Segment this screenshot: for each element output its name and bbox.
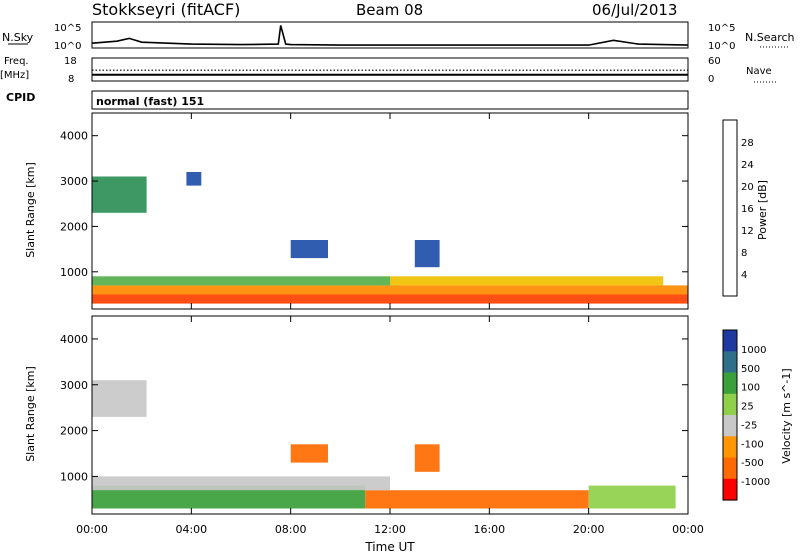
power-region-7 (186, 172, 202, 186)
velocity-region-2 (588, 485, 676, 509)
power-ytick-label-0: 1000 (60, 266, 88, 279)
velocity-ylabel: Slant Range [km] (24, 366, 37, 462)
velocity-colorbar-cell-2 (723, 372, 737, 395)
velocity-colorbar-tick-3: 25 (741, 402, 754, 413)
date-title: 06/Jul/2013 (592, 1, 678, 19)
x-axis-label: Time UT (364, 540, 415, 554)
velocity-colorbar-tick-7: -1000 (741, 477, 770, 488)
power-region-1 (92, 285, 688, 295)
power-colorbar-tick-5: 24 (741, 160, 754, 171)
beam-title: Beam 08 (356, 1, 424, 19)
velocity-colorbar-tick-5: -100 (741, 439, 764, 450)
power-region-0 (92, 294, 688, 304)
power-colorbar-tick-6: 28 (741, 138, 754, 149)
power-colorbar-frame (722, 119, 738, 297)
power-colorbar-tick-3: 16 (741, 204, 754, 215)
nsky-series-line (91, 25, 689, 46)
velocity-region-0 (92, 485, 366, 509)
velocity-colorbar-tick-0: 1000 (741, 345, 766, 356)
velocity-colorbar-cell-1 (723, 351, 737, 374)
velocity-colorbar-label: Velocity [m s^-1] (780, 368, 793, 463)
power-colorbar-tick-2: 12 (741, 226, 754, 237)
velocity-colorbar-cell-6 (723, 457, 737, 480)
nsky-panel: N.Sky 10^5 10^0 10^5 10^0 N.Search (2, 21, 795, 52)
velocity-ytick-label-2: 3000 (60, 379, 88, 392)
velocity-colorbar-tick-1: 500 (741, 364, 760, 375)
nsearch-tick-top: 10^5 (708, 23, 735, 34)
velocity-region-1 (365, 490, 589, 509)
velocity-colorbar-cell-7 (723, 478, 737, 501)
freq-panel: Freq. [MHz] 18 8 60 0 Nave (0, 56, 776, 85)
nave-tick-top: 60 (708, 56, 721, 67)
power-ytick-label-1: 2000 (60, 220, 88, 233)
power-ytick-label-2: 3000 (60, 175, 88, 188)
x-axis: 00:00 04:00 08:00 12:00 16:00 20:00 00:00 (76, 113, 704, 536)
power-region-6 (290, 240, 328, 259)
velocity-region-5 (414, 444, 440, 472)
cpid-mode-text: normal (fast) 151 (96, 95, 204, 108)
velocity-colorbar-tick-4: -25 (741, 420, 757, 431)
x-tick-label-6: 00:00 (672, 523, 704, 536)
x-tick-label-1: 04:00 (175, 523, 207, 536)
station-title: Stokkseyri (fitACF) (92, 0, 241, 19)
velocity-region-6 (290, 444, 328, 463)
freq-unit-label: [MHz] (0, 70, 29, 81)
velocity-colorbar-cell-5 (723, 436, 737, 459)
nsearch-tick-bottom: 10^0 (708, 41, 735, 52)
power-heatmap (92, 172, 688, 304)
x-tick-label-0: 00:00 (76, 523, 108, 536)
velocity-colorbar-frame (722, 329, 738, 501)
x-tick-label-3: 12:00 (374, 523, 406, 536)
velocity-colorbar-tick-6: -500 (741, 458, 764, 469)
x-tick-label-4: 16:00 (473, 523, 505, 536)
power-region-2 (92, 276, 390, 286)
nsearch-label: N.Search (745, 31, 795, 44)
nave-label: Nave (746, 66, 772, 77)
power-region-3 (390, 276, 664, 286)
power-panel: Slant Range [km] 1000 2000 3000 4000 4 8 12 16… (24, 112, 769, 310)
velocity-ytick-label-0: 1000 (60, 470, 88, 483)
power-region-5 (414, 240, 440, 268)
velocity-panel: Slant Range [km] 1000 2000 3000 4000 1000 50… (24, 315, 793, 515)
freq-label: Freq. (4, 56, 29, 67)
power-colorbar-label: Power [dB] (756, 180, 769, 240)
x-tick-label-2: 08:00 (275, 523, 307, 536)
cpid-label: CPID (6, 91, 35, 104)
velocity-colorbar-cell-4 (723, 415, 737, 437)
cpid-panel: CPID normal (fast) 151 (6, 90, 689, 110)
power-colorbar: 4 8 12 16 20 24 28 (722, 119, 754, 297)
power-colorbar-tick-0: 4 (741, 270, 747, 281)
nsky-tick-top: 10^5 (54, 23, 81, 34)
velocity-colorbar-cell-0 (723, 330, 737, 352)
velocity-y-ticks: 1000 2000 3000 4000 (60, 333, 688, 483)
velocity-colorbar-cell-3 (723, 393, 737, 416)
freq-tick-top: 18 (64, 56, 77, 67)
power-colorbar-tick-1: 8 (741, 248, 747, 259)
power-y-ticks: 1000 2000 3000 4000 (60, 130, 688, 279)
power-colorbar-tick-4: 20 (741, 182, 754, 193)
velocity-ytick-label-3: 4000 (60, 333, 88, 346)
nave-tick-bottom: 0 (708, 74, 714, 85)
velocity-ytick-label-1: 2000 (60, 425, 88, 438)
power-region-4 (92, 176, 147, 213)
velocity-region-4 (92, 380, 147, 417)
velocity-region-3 (92, 476, 390, 491)
x-tick-label-5: 20:00 (573, 523, 605, 536)
power-ytick-label-3: 4000 (60, 130, 88, 143)
velocity-colorbar-tick-2: 100 (741, 383, 760, 394)
power-ylabel: Slant Range [km] (24, 162, 37, 258)
nsky-label: N.Sky (2, 31, 34, 44)
velocity-colorbar: 1000 500 100 25 -25 -100 -500 -1000 (722, 329, 770, 501)
nsky-tick-bottom: 10^0 (54, 41, 81, 52)
velocity-heatmap (92, 380, 676, 509)
freq-tick-bottom: 8 (68, 74, 74, 85)
